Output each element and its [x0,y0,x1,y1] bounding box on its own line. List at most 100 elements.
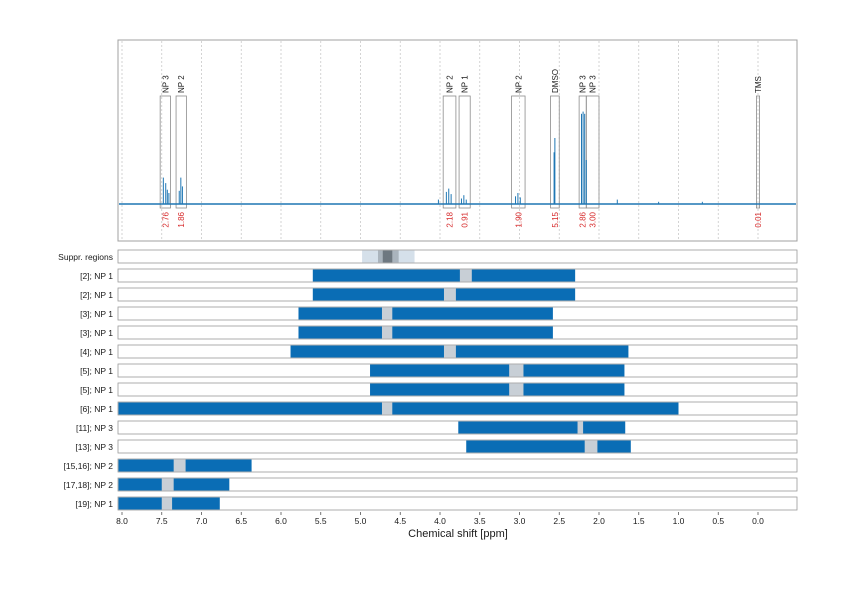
region-box [442,95,457,209]
coverage-row: [17,18]; NP 2 [64,477,798,492]
region-integral: 2.86 [579,211,588,227]
spectrum-trace [119,111,796,205]
x-axis: 8.0 7.5 7.0 6.5 6.0 5.5 5.0 4.5 4.0 3.5 3.0 2.5 2.0 1… [116,512,764,526]
row-label: [3]; NP 1 [80,328,113,338]
coverage-gap [161,478,174,491]
coverage-gap [459,269,472,282]
integration-region: NP 3 2.76 [159,75,171,228]
coverage-row: [19]; NP 1 [75,496,798,511]
coverage-bar [118,478,230,491]
x-tick-label: 7.0 [196,516,208,526]
region-label: NP 2 [446,75,455,93]
x-tick-label: 6.5 [235,516,247,526]
coverage-row: [5]; NP 1 [80,363,798,378]
region-integral: 2.76 [161,211,170,227]
region-label: DMSO [551,69,560,93]
region-label: NP 1 [461,75,470,93]
coverage-row: [2]; NP 1 [80,287,798,302]
coverage-gap [381,326,393,339]
coverage-bar [290,345,629,358]
spectrum-plot-frame [117,39,798,242]
x-tick-label: 1.5 [633,516,645,526]
region-label: NP 2 [177,75,186,93]
x-tick-label: 2.5 [553,516,565,526]
integration-region: TMS 0.01 [754,76,763,227]
x-tick-label: 0.5 [712,516,724,526]
coverage-gap [509,383,524,396]
integration-region: NP 3 3.00 [585,75,600,228]
row-frame [117,439,798,454]
row-label: [17,18]; NP 2 [64,480,114,490]
coverage-row: [5]; NP 1 [80,382,798,397]
x-axis-label: Chemical shift [ppm] [408,528,508,540]
region-box [159,95,171,209]
coverage-row: [2]; NP 1 [80,268,798,283]
coverage-bar [312,269,576,282]
row-label: [3]; NP 1 [80,309,113,319]
x-tick-label: 7.5 [156,516,168,526]
row-label: [15,16]; NP 2 [64,461,114,471]
x-tick-label: 4.5 [394,516,406,526]
region-box [511,95,526,209]
row-frame [117,458,798,473]
coverage-bar [370,364,625,377]
coverage-bar [370,383,625,396]
integration-region: NP 2 2.18 [442,75,457,228]
coverage-panel: Suppr. regions [2]; NP 1 [2]; NP 1 [3]; NP … [58,249,798,540]
x-tick-label: 0.0 [752,516,764,526]
region-integral: 1.90 [514,211,523,227]
region-label: TMS [754,76,763,93]
x-tick-label: 1.0 [673,516,685,526]
x-tick-label: 3.5 [474,516,486,526]
integration-region: DMSO 5.15 [550,69,560,228]
region-integral: 2.18 [446,211,455,227]
coverage-row: [6]; NP 1 [80,401,798,416]
row-frame [117,477,798,492]
region-integral: 0.91 [461,211,470,227]
region-box [756,95,760,209]
coverage-bar [458,421,626,434]
coverage-row: [3]; NP 1 [80,306,798,321]
integration-region: NP 2 1.90 [511,75,526,228]
region-integral: 5.15 [551,211,560,227]
region-label: NP 3 [161,75,170,93]
x-tick-label: 5.5 [315,516,327,526]
x-tick-label: 8.0 [116,516,128,526]
coverage-bar [118,402,679,415]
coverage-gap [381,307,393,320]
row-label: [2]; NP 1 [80,271,113,281]
spectrum-gridlines [121,41,759,240]
region-box [585,95,600,209]
coverage-bar [466,440,631,453]
coverage-gap [509,364,524,377]
row-frame [117,420,798,435]
region-integral: 0.01 [754,211,763,227]
row-frame [117,496,798,511]
row-label: [6]; NP 1 [80,404,113,414]
region-box [550,95,560,209]
coverage-gap [584,440,598,453]
x-tick-label: 4.0 [434,516,446,526]
coverage-row: [4]; NP 1 [80,344,798,359]
coverage-gap [161,497,173,510]
row-label: [2]; NP 1 [80,290,113,300]
row-label: [19]; NP 1 [75,499,113,509]
region-label: NP 3 [579,75,588,93]
x-tick-label: 2.0 [593,516,605,526]
x-tick-label: 3.0 [514,516,526,526]
region-integral: 3.00 [589,211,598,227]
region-label: NP 2 [514,75,523,93]
coverage-gap [443,288,456,301]
row-label: [5]; NP 1 [80,366,113,376]
row-label: [11]; NP 3 [76,423,113,433]
region-label: NP 3 [589,75,598,93]
row-label: [5]; NP 1 [80,385,113,395]
x-tick-label: 5.0 [355,516,367,526]
x-tick-label: 6.0 [275,516,287,526]
coverage-row: [15,16]; NP 2 [64,458,798,473]
region-box [458,95,471,209]
integration-region: NP 1 0.91 [458,75,471,228]
suppressed-regions-row: Suppr. regions [58,249,798,264]
integration-region: NP 2 1.86 [175,75,187,228]
